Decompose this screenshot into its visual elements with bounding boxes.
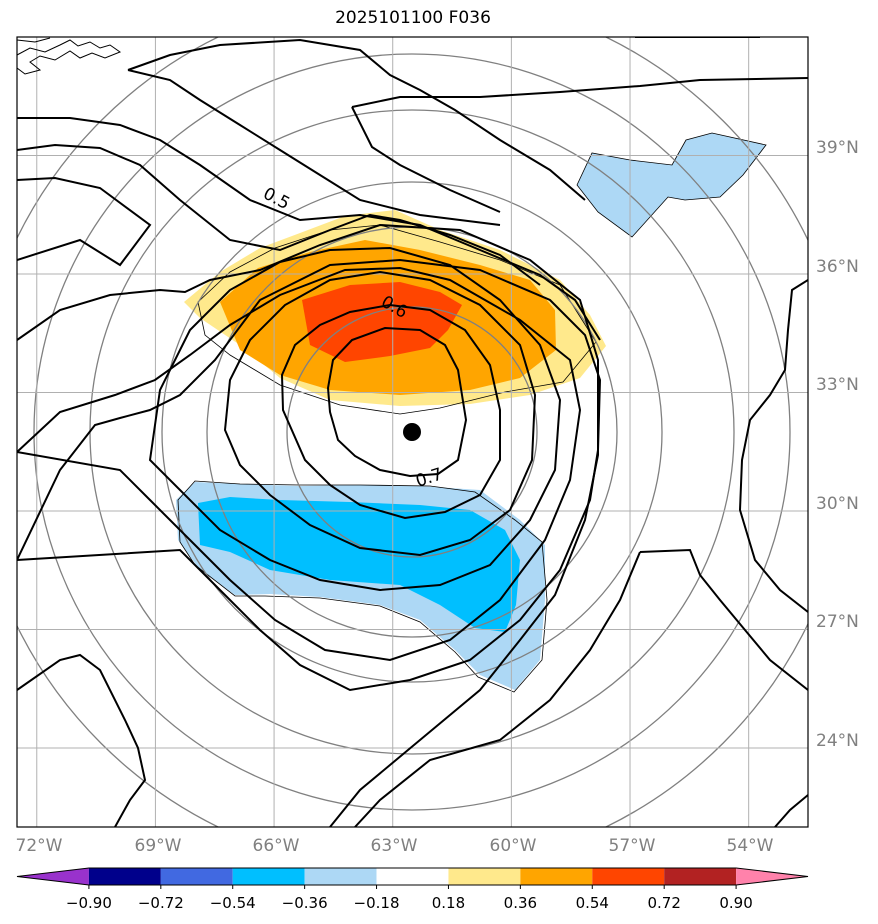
colorbar-segment xyxy=(88,868,161,885)
colorbar-extend-low xyxy=(17,868,89,885)
lat-label: 27°N xyxy=(816,612,859,632)
geopotential-contours xyxy=(17,37,808,827)
lon-label: 60°W xyxy=(490,836,537,856)
positive-anomaly-strong xyxy=(302,282,462,362)
lon-label: 63°W xyxy=(371,836,418,856)
lat-label: 30°N xyxy=(816,494,859,514)
colorbar-segment xyxy=(232,868,305,885)
lon-label: 54°W xyxy=(727,836,774,856)
colorbar-tick-label: −0.72 xyxy=(138,894,184,912)
contour-label: 0.5 xyxy=(260,184,293,214)
colorbar-tick-label: −0.18 xyxy=(354,894,400,912)
colorbar-extend-high xyxy=(736,868,808,885)
colorbar-segment xyxy=(160,868,233,885)
negative-anomaly-strong xyxy=(198,497,520,632)
colorbar-segment xyxy=(520,868,593,885)
negative-anomaly-patch-northeast xyxy=(577,133,766,237)
longitude-labels: 72°W 69°W 66°W 63°W 60°W 57°W 54°W xyxy=(16,836,774,856)
colorbar: −0.90 −0.72 −0.54 −0.36 −0.18 0.18 0.36 0.54 0.7… xyxy=(16,867,809,912)
colorbar-tick-label: −0.90 xyxy=(66,894,112,912)
lon-label: 72°W xyxy=(16,836,63,856)
coastline xyxy=(17,37,122,75)
colorbar-tick-label: −0.36 xyxy=(282,894,328,912)
map-title: 2025101100 F036 xyxy=(335,8,491,28)
colorbar-tick-label: 0.90 xyxy=(719,894,752,912)
storm-center-marker xyxy=(403,423,421,441)
colorbar-tick-label: 0.18 xyxy=(432,894,465,912)
colorbar-tick-label: 0.72 xyxy=(647,894,680,912)
colorbar-tick-label: −0.54 xyxy=(210,894,256,912)
latitude-labels: 39°N 36°N 33°N 30°N 27°N 24°N xyxy=(816,138,859,751)
colorbar-tick-label: 0.36 xyxy=(504,894,537,912)
lat-label: 36°N xyxy=(816,257,859,277)
anomaly-shading xyxy=(176,133,766,690)
colorbar-segment xyxy=(304,868,377,885)
lon-label: 66°W xyxy=(253,836,300,856)
lat-label: 39°N xyxy=(816,138,859,158)
range-rings xyxy=(17,37,808,827)
lat-label: 24°N xyxy=(816,731,859,751)
colorbar-segment xyxy=(592,868,665,885)
graticule xyxy=(17,37,808,827)
lat-label: 33°N xyxy=(816,375,859,395)
colorbar-segment xyxy=(448,868,521,885)
lon-label: 57°W xyxy=(609,836,656,856)
colorbar-segment xyxy=(664,868,737,885)
colorbar-tick-label: 0.54 xyxy=(576,894,609,912)
map-frame xyxy=(16,36,809,828)
colorbar-segment xyxy=(376,868,449,885)
lon-label: 69°W xyxy=(135,836,182,856)
